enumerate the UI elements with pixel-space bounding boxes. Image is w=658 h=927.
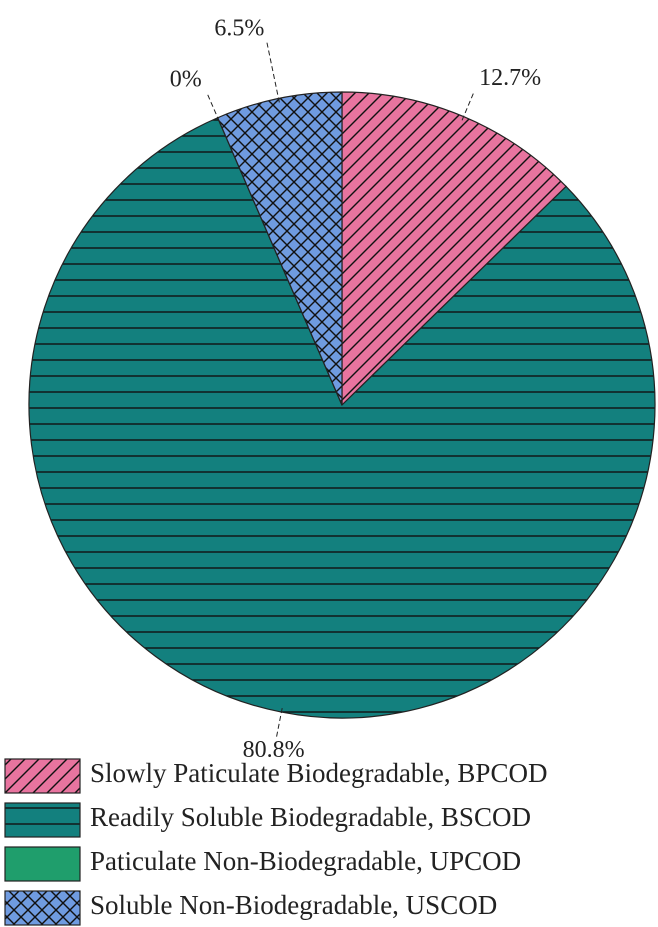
legend-label: Readily Soluble Biodegradable, BSCOD: [90, 802, 531, 832]
value-label: 6.5%: [214, 15, 264, 41]
value-label: 0%: [170, 67, 202, 93]
legend-label: Paticulate Non-Biodegradable, UPCOD: [90, 846, 521, 876]
leader-line: [461, 90, 475, 121]
leader-line: [266, 41, 280, 103]
value-label: 12.7%: [479, 65, 541, 91]
legend-swatch: [4, 802, 81, 838]
value-label: 80.8%: [243, 737, 305, 763]
leader-line: [275, 708, 283, 740]
legend-label: Soluble Non-Biodegradable, USCOD: [90, 890, 497, 920]
legend-label: Slowly Paticulate Biodegradable, BPCOD: [90, 758, 547, 788]
leader-line: [206, 91, 220, 122]
legend-swatch: [4, 758, 81, 794]
legend-swatch: [4, 890, 81, 926]
legend-swatch: [4, 846, 81, 882]
